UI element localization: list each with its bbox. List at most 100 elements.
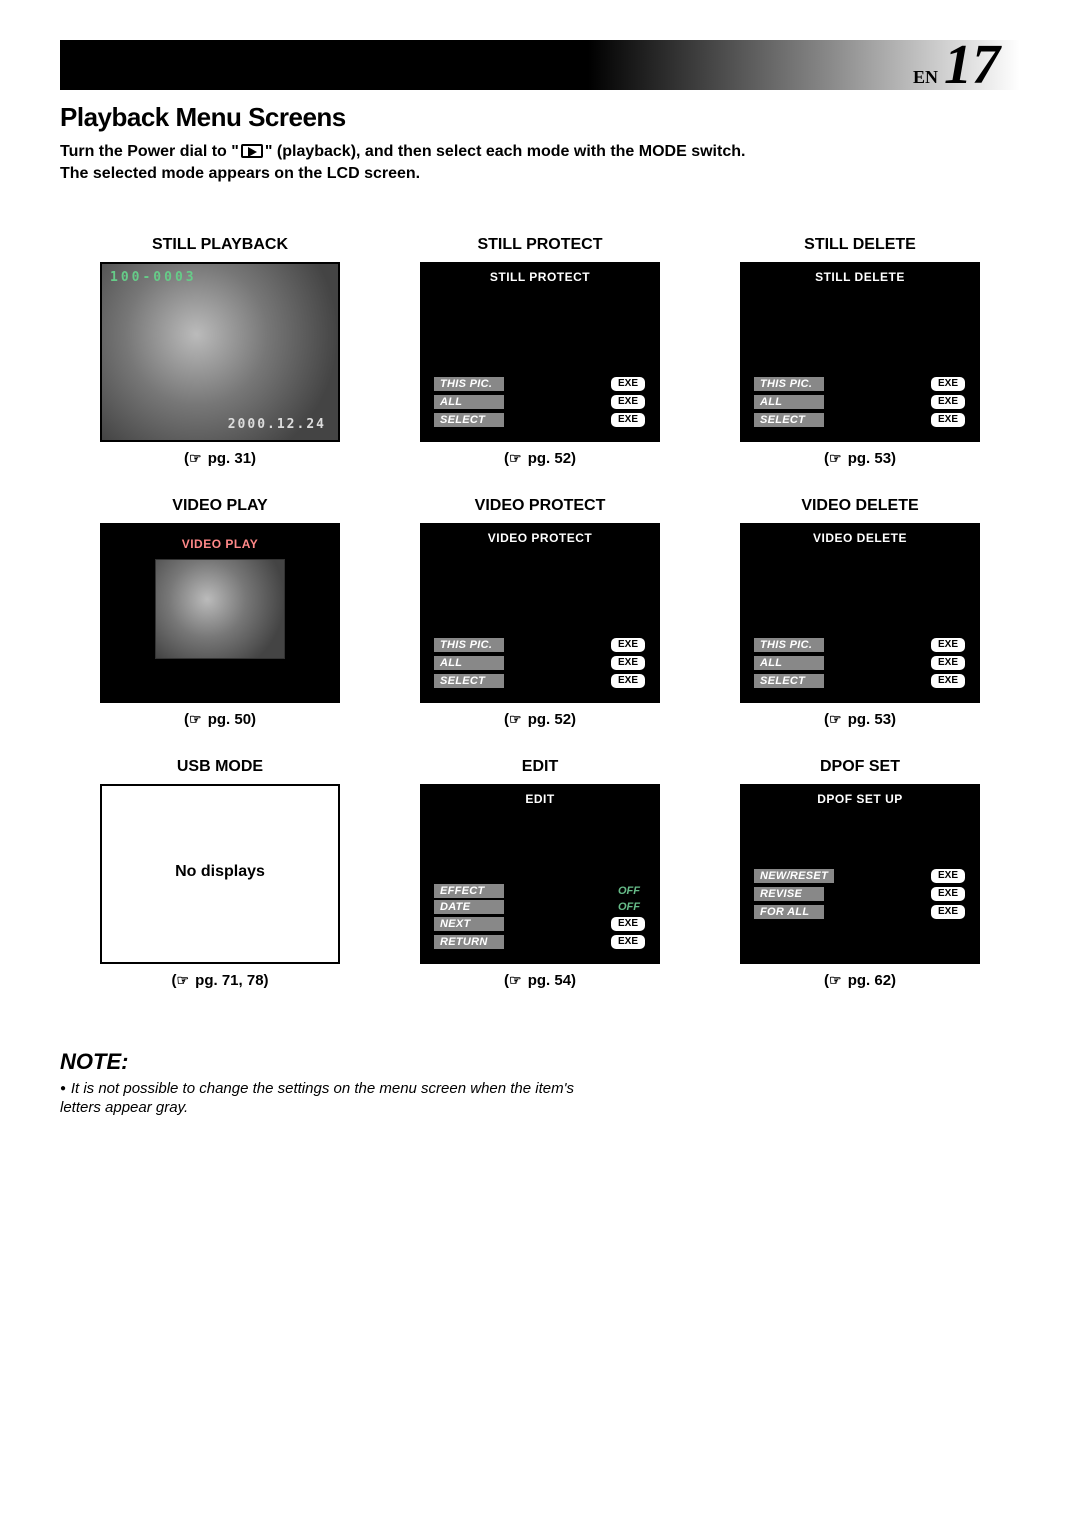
page-ref: (☞ pg. 31) [90,450,350,467]
screen-still-delete: STILL DELETE THIS PIC. EXE ALL EXE SELECT E… [740,262,980,442]
screen-video-play: VIDEO PLAY [100,523,340,703]
page-ref: (☞ pg. 50) [90,711,350,728]
screen-video-protect: VIDEO PROTECT THIS PIC.EXE ALLEXE SELECT… [420,523,660,703]
exe-badge: EXE [610,655,646,671]
intro-line2: The selected mode appears on the LCD scr… [60,165,420,182]
screen-header: VIDEO DELETE [742,525,978,545]
row-label: DATE [434,900,504,914]
menu-row: SELECT EXE [754,412,966,428]
menu-body: THIS PIC.EXE ALLEXE SELECTEXE [422,635,658,691]
menu-row: ALL EXE [434,394,646,410]
page-ref: (☞ pg. 71, 78) [90,972,350,989]
screen-still-protect: STILL PROTECT THIS PIC.EXE ALLEXE SELECT… [420,262,660,442]
row-label: NEW/RESET [754,869,834,883]
intro-line1a: Turn the Power dial to " [60,143,239,160]
cell-edit: EDIT EDIT EFFECTOFF DATE OFF NEXT EXE RETU… [410,758,670,989]
exe-badge: EXE [930,394,966,410]
cell-title: STILL PLAYBACK [90,236,350,254]
video-thumbnail [155,559,285,659]
menu-row: THIS PIC.EXE [434,637,646,653]
pointer-icon: ☞ [509,972,522,988]
row-label: SELECT [434,674,504,688]
screen-dpof: DPOF SET UP NEW/RESET EXE REVISEEXE FOR A… [740,784,980,964]
exe-badge: EXE [610,916,646,932]
menu-row: REVISEEXE [754,886,966,902]
still-image [102,264,338,440]
exe-badge: EXE [930,655,966,671]
page-ref: (☞ pg. 62) [730,972,990,989]
menu-row: ALL EXE [754,655,966,671]
screen-header: STILL DELETE [742,264,978,284]
menu-body: EFFECTOFF DATE OFF NEXT EXE RETURN EXE [422,882,658,952]
row-label: SELECT [754,674,824,688]
exe-badge: EXE [930,904,966,920]
intro-line1b: " (playback), and then select each mode … [265,143,746,160]
exe-badge: EXE [610,376,646,392]
exe-badge: EXE [610,412,646,428]
page-ref: (☞ pg. 52) [410,450,670,467]
cell-video-protect: VIDEO PROTECT VIDEO PROTECT THIS PIC.EXE… [410,497,670,728]
menu-row: THIS PIC. EXE [434,376,646,392]
menu-grid: STILL PLAYBACK 100-0003 2000.12.24 (☞ pg… [60,236,1020,989]
menu-row: ALL EXE [754,394,966,410]
menu-body: THIS PIC.EXE ALLEXE SELECTEXE [422,374,658,430]
exe-badge: EXE [610,934,646,950]
playback-icon [241,144,263,158]
menu-row: SELECT EXE [754,673,966,689]
cell-title: STILL DELETE [730,236,990,254]
pointer-icon: ☞ [189,450,202,466]
row-label: THIS PIC. [754,377,824,391]
menu-row: ALLEXE [434,655,646,671]
cell-title: USB MODE [90,758,350,776]
off-value: OFF [612,901,646,913]
intro-text: Turn the Power dial to " " (playback), an… [60,141,1020,186]
note-title: NOTE: [60,1049,1020,1075]
exe-badge: EXE [930,637,966,653]
cell-title: VIDEO DELETE [730,497,990,515]
row-label: RETURN [434,935,504,949]
screen-still-playback: 100-0003 2000.12.24 [100,262,340,442]
menu-body: THIS PIC. EXE ALL EXE SELECT EXE [742,374,978,430]
row-label: SELECT [754,413,824,427]
row-label: THIS PIC. [434,377,504,391]
section-title: Playback Menu Screens [60,102,1020,133]
exe-badge: EXE [930,868,966,884]
exe-badge: EXE [930,673,966,689]
screen-header: VIDEO PROTECT [422,525,658,545]
screen-header: EDIT [422,786,658,806]
note-body: It is not possible to change the setting… [60,1079,580,1118]
cell-still-playback: STILL PLAYBACK 100-0003 2000.12.24 (☞ pg… [90,236,350,467]
pointer-icon: ☞ [509,450,522,466]
screen-video-delete: VIDEO DELETE THIS PIC.EXE ALL EXE SELECT E… [740,523,980,703]
note-section: NOTE: It is not possible to change the s… [60,1049,1020,1118]
exe-badge: EXE [610,394,646,410]
row-label: EFFECT [434,884,504,898]
row-label: ALL [754,656,824,670]
pointer-icon: ☞ [189,711,202,727]
row-label: NEXT [434,917,504,931]
pointer-icon: ☞ [509,711,522,727]
exe-badge: EXE [930,412,966,428]
row-label: ALL [434,395,504,409]
row-label: THIS PIC. [434,638,504,652]
screen-header: DPOF SET UP [742,786,978,806]
menu-row: NEXT EXE [434,916,646,932]
menu-row: THIS PIC.EXE [754,637,966,653]
menu-row: EFFECTOFF [434,884,646,898]
screen-header: STILL PROTECT [422,264,658,284]
screen-header: VIDEO PLAY [102,531,338,551]
exe-badge: EXE [930,376,966,392]
page-ref: (☞ pg. 54) [410,972,670,989]
file-number: 100-0003 [110,270,197,285]
row-label: ALL [754,395,824,409]
pointer-icon: ☞ [829,711,842,727]
cell-title: EDIT [410,758,670,776]
exe-badge: EXE [610,673,646,689]
cell-title: STILL PROTECT [410,236,670,254]
page-lang: EN [913,67,938,88]
screen-usb-mode: No displays [100,784,340,964]
menu-body: THIS PIC.EXE ALL EXE SELECT EXE [742,635,978,691]
row-label: FOR ALL [754,905,824,919]
cell-dpof: DPOF SET DPOF SET UP NEW/RESETEXE REVISE… [730,758,990,989]
menu-body: NEW/RESET EXE REVISEEXE FOR ALL EXE [742,866,978,922]
